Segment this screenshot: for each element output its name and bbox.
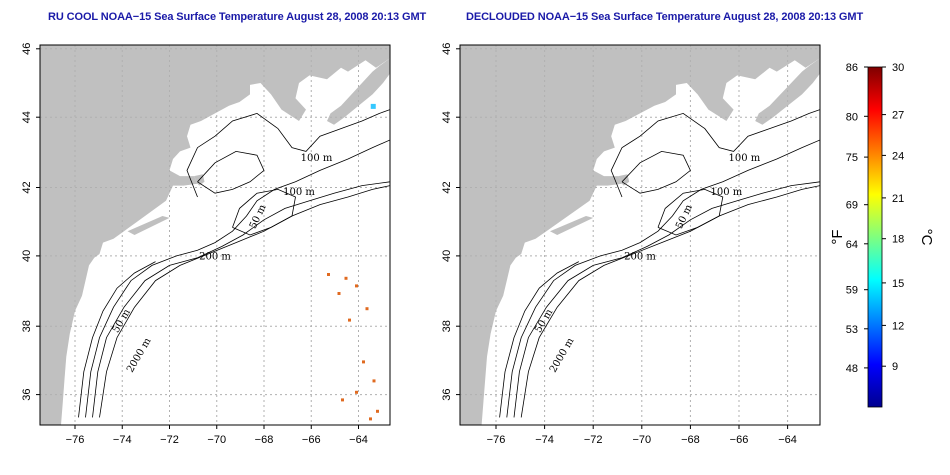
y-tick-label: 42 [21, 181, 33, 193]
contour-gulf-maine [610, 109, 820, 198]
map-title-raw: RU COOL NOAA−15 Sea Surface Temperature … [48, 11, 427, 23]
sst-pixel [372, 379, 376, 383]
map-frame [459, 44, 821, 426]
y-tick-label: 42 [441, 181, 453, 193]
contour-label: 200 m [199, 252, 231, 263]
x-tick-label: −66 [302, 434, 321, 446]
colorbar: 86 80 75 69 64 59 53 48 30 27 24 21 18 15 12 9 °F °C [829, 62, 935, 408]
land-long-island [127, 216, 170, 235]
land-long-island [550, 216, 594, 235]
y-tick-label: 40 [441, 250, 453, 262]
land-mass [460, 45, 820, 425]
y-tick-label: 46 [441, 43, 453, 55]
x-tick-label: −74 [113, 434, 132, 446]
y-tick-label: 36 [21, 388, 33, 400]
colorbar-label-f: 80 [846, 111, 858, 123]
colorbar-label-c: 18 [892, 234, 904, 246]
sst-pixel [341, 398, 344, 402]
y-tick-label: 38 [21, 320, 33, 332]
contour-2000m [520, 185, 820, 418]
sst-pixel [355, 284, 358, 288]
colorbar-label-c: 27 [892, 110, 904, 122]
colorbar-label-c: 12 [892, 320, 904, 332]
colorbar-unit-f: °F [829, 229, 846, 244]
y-tick-label: 44 [21, 111, 33, 123]
contour-100m [506, 139, 820, 418]
contour-label: 100 m [711, 187, 743, 198]
sst-pixel [365, 307, 369, 311]
contour-label: 100 m [729, 153, 761, 164]
contour-200m [513, 181, 820, 418]
x-tick-label: −74 [535, 434, 554, 446]
colorbar-label-f: 86 [846, 62, 858, 74]
y-tick-label: 36 [441, 388, 453, 400]
sst-pixel [337, 292, 341, 295]
contour-100m [85, 139, 390, 418]
y-tick-label: 38 [441, 320, 453, 332]
map-frame [39, 44, 391, 426]
sst-pixel [362, 360, 365, 364]
colorbar-label-f: 75 [846, 152, 858, 164]
colorbar-ramp [867, 66, 883, 408]
contour-label: 100 m [301, 153, 333, 164]
colorbar-label-f: 48 [846, 363, 858, 375]
colorbar-label-f: 69 [846, 200, 858, 212]
sst-pixel [348, 318, 351, 322]
x-tick-label: −76 [487, 434, 506, 446]
colorbar-label-c: 15 [892, 278, 904, 290]
contour-50m [78, 261, 156, 418]
y-tick-label: 40 [21, 250, 33, 262]
y-tick-label: 46 [21, 43, 33, 55]
colorbar-label-c: 9 [892, 361, 898, 373]
x-tick-label: −70 [632, 434, 651, 446]
land-mass [40, 45, 390, 425]
colorbar-label-f: 64 [846, 239, 858, 251]
x-tick-label: −72 [160, 434, 179, 446]
contour-50m [499, 261, 579, 418]
x-tick-label: −76 [66, 434, 85, 446]
sst-pixel [355, 390, 358, 394]
x-tick-label: −66 [730, 434, 749, 446]
contour-gulf-maine [186, 109, 390, 198]
colorbar-unit-c: °C [918, 229, 935, 246]
map-title-declouded: DECLOUDED NOAA−15 Sea Surface Temperatur… [466, 11, 864, 23]
colorbar-label-c: 30 [892, 62, 904, 74]
sst-pixel [369, 417, 372, 421]
contour-inner-basin [621, 150, 691, 194]
x-tick-label: −72 [584, 434, 603, 446]
contour-200m [92, 181, 390, 418]
colorbar-label-c: 21 [892, 193, 904, 205]
sst-pixel [327, 273, 330, 276]
colorbar-label-f: 53 [846, 324, 858, 336]
x-tick-label: −70 [207, 434, 226, 446]
x-tick-label: −64 [349, 434, 368, 446]
sst-pixel [370, 103, 376, 109]
sst-pixel [376, 409, 379, 413]
contour-georges-bank [657, 188, 724, 236]
contour-georges-bank [232, 188, 296, 236]
contour-2000m [99, 185, 390, 418]
x-tick-label: −68 [681, 434, 700, 446]
colorbar-label-f: 59 [846, 285, 858, 297]
sst-pixel [344, 276, 348, 280]
contour-label: 100 m [283, 187, 315, 198]
contour-inner-basin [197, 150, 265, 194]
x-tick-label: −64 [778, 434, 797, 446]
colorbar-label-c: 24 [892, 150, 904, 162]
contour-label: 200 m [624, 252, 656, 263]
y-tick-label: 44 [441, 111, 453, 123]
x-tick-label: −68 [255, 434, 274, 446]
